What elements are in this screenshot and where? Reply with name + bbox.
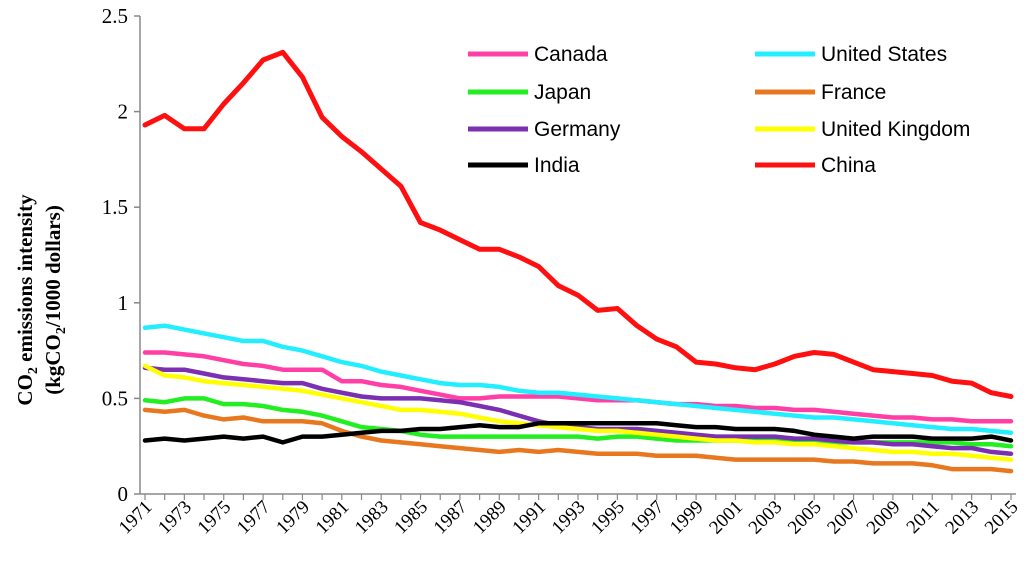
x-tick-label: 1991: [508, 497, 550, 539]
legend-label-india: India: [534, 154, 580, 177]
x-tick-label: 1987: [430, 497, 472, 539]
y-axis-title-line2: (kgCO2/1000 dollars): [41, 205, 69, 395]
x-tick-label: 2005: [784, 497, 826, 539]
x-tick-label: 2001: [705, 497, 747, 539]
legend-label-france: France: [821, 81, 886, 104]
legend: Canada United States Japan France Germany Uni…: [468, 43, 970, 177]
x-tick-label: 2009: [863, 497, 905, 539]
x-tick-label: 1973: [154, 497, 196, 539]
legend-label-united-kingdom: United Kingdom: [821, 118, 970, 141]
x-tick-label: 1999: [666, 497, 708, 539]
y-axis-title-line1: CO2 emissions intensity: [13, 194, 41, 406]
y-tick-label: 1.5: [102, 195, 128, 219]
x-tick-label: 1997: [627, 497, 669, 539]
x-tick-label: 1975: [194, 497, 236, 539]
series-lines: [142, 49, 1014, 474]
legend-label-united-states: United States: [821, 43, 947, 66]
legend-label-germany: Germany: [534, 118, 621, 141]
x-tick-label: 2015: [981, 497, 1023, 539]
series-line-united-kingdom: [142, 363, 1014, 462]
y-axis-title: CO2 emissions intensity (kgCO2/1000 doll…: [13, 194, 69, 406]
x-tick-label: 2007: [823, 497, 865, 539]
x-tick-label: 2011: [903, 497, 944, 538]
series-line-india: [142, 421, 1014, 445]
x-tick-label: 1995: [587, 497, 629, 539]
y-tick-label: 2: [118, 100, 129, 124]
x-tick-label: 1979: [272, 497, 314, 539]
x-ticks: 1971197319751977197919811983198519871989…: [115, 494, 1023, 538]
x-tick-label: 1985: [390, 497, 432, 539]
legend-label-japan: Japan: [534, 81, 591, 104]
y-tick-label: 1: [118, 291, 129, 315]
series-line-united-states: [142, 323, 1014, 436]
x-tick-label: 2013: [941, 497, 983, 539]
x-tick-label: 1981: [312, 497, 354, 539]
x-tick-label: 2003: [745, 497, 787, 539]
legend-label-canada: Canada: [534, 43, 608, 66]
y-tick-label: 2.5: [102, 4, 128, 28]
series-line-france: [142, 407, 1014, 474]
x-tick-label: 1983: [351, 497, 393, 539]
series-line-china: [142, 49, 1014, 399]
x-tick-label: 1993: [548, 497, 590, 539]
y-tick-label: 0: [118, 482, 129, 506]
y-tick-label: 0.5: [102, 386, 128, 410]
y-ticks: 0 0.5 1 1.5 2 2.5: [102, 4, 140, 506]
x-tick-label: 1989: [469, 497, 511, 539]
x-tick-label: 1977: [233, 497, 275, 539]
series-line-canada: [142, 350, 1014, 424]
legend-label-china: China: [821, 154, 876, 177]
